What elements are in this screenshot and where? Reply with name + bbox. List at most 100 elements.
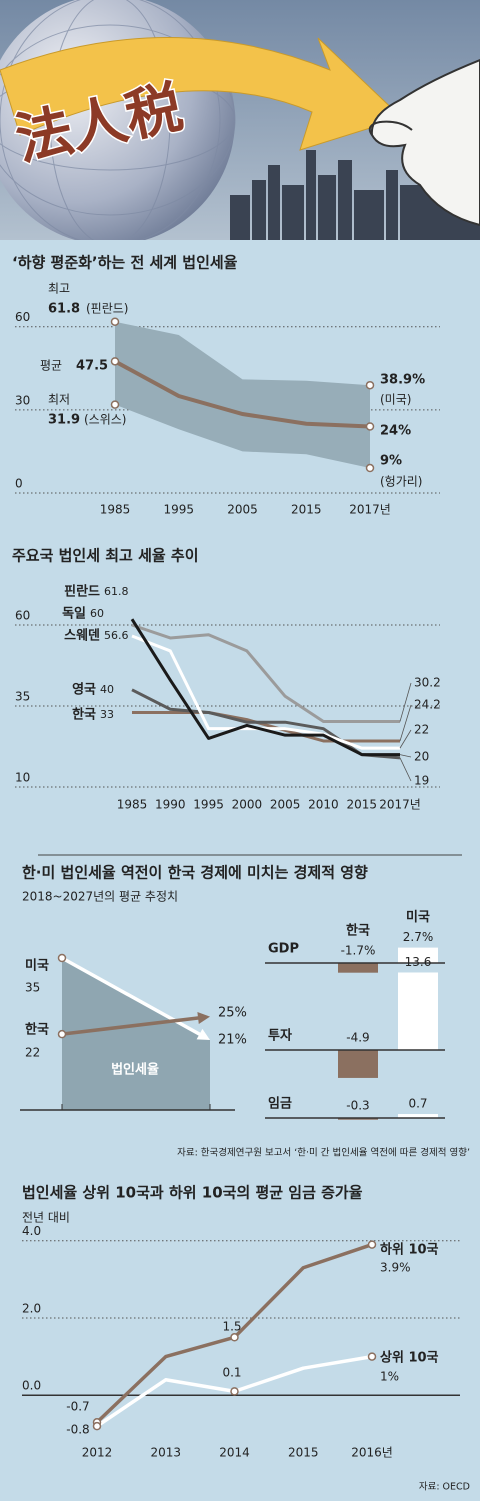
y-tick-label: 10 — [15, 771, 30, 785]
chart-title: ‘하향 평준화’하는 전 세계 법인세율 — [12, 254, 238, 272]
point — [230, 1387, 239, 1396]
series-name: 한국 — [25, 1022, 49, 1038]
data-label: 0.7 — [408, 1097, 427, 1111]
point — [110, 317, 120, 326]
series-line — [131, 623, 400, 724]
annotation: (스위스) — [84, 413, 126, 427]
series-name: 평균 — [40, 359, 62, 373]
data-label: 0.1 — [222, 1366, 241, 1380]
y-tick-label: 30 — [15, 393, 30, 407]
header-illustration: 法人税 — [0, 0, 480, 240]
data-label: -1.7% — [341, 944, 376, 958]
category-label: 투자 — [268, 1029, 292, 1044]
x-tick-label: 2017년 — [379, 798, 421, 812]
series-name: 한국 — [72, 707, 96, 723]
x-tick-label: 2016년 — [351, 1446, 393, 1460]
category-label: GDP — [268, 942, 299, 957]
data-label: 38.9% — [380, 373, 425, 388]
hand — [370, 58, 480, 227]
x-tick-label: 1995 — [163, 503, 194, 517]
data-label: 61.8 — [48, 302, 80, 317]
series-line — [132, 710, 400, 743]
series-name: 핀란드 — [64, 584, 100, 600]
data-label: 56.6 — [104, 629, 129, 642]
data-label: 31.9 — [48, 413, 80, 428]
x-tick-label: 1985 — [100, 503, 131, 517]
chart-title: 한·미 법인세율 역전이 한국 경제에 미치는 경제적 영향 — [22, 864, 368, 882]
series-name: 영국 — [72, 683, 96, 698]
data-label: 40 — [100, 683, 114, 696]
point — [57, 1029, 67, 1039]
chart-subtitle: 2018~2027년의 평균 추정치 — [22, 890, 178, 904]
x-tick-label: 2000 — [232, 798, 263, 812]
bar — [398, 947, 438, 963]
x-tick-label: 1985 — [117, 798, 148, 812]
data-label: -0.7 — [66, 1400, 89, 1414]
x-tick-label: 2010 — [308, 798, 339, 812]
data-label: 30.2 — [414, 676, 441, 690]
range-band — [115, 321, 370, 469]
series-name: 상위 10국 — [380, 1351, 439, 1366]
data-label: 35 — [25, 981, 40, 995]
data-label: 60 — [90, 607, 104, 620]
y-tick-label: 4.0 — [22, 1224, 41, 1238]
series-name: 한국 — [346, 923, 370, 939]
annotation: (핀란드) — [86, 302, 128, 316]
data-label: 22 — [25, 1046, 40, 1060]
data-label: 19 — [414, 774, 429, 788]
data-label: 24% — [380, 424, 411, 439]
series-name: 독일 — [62, 607, 86, 622]
leader-line — [399, 682, 412, 722]
average-line — [114, 359, 371, 429]
data-label: 1.5 — [222, 1320, 241, 1334]
skyline — [230, 150, 480, 240]
leader-line — [399, 757, 412, 782]
bar — [338, 963, 378, 973]
chart-title: 법인세율 상위 10국과 하위 10국의 평균 임금 증가율 — [22, 1184, 363, 1202]
category-label: 임금 — [268, 1097, 292, 1112]
source-note: 자료: 한국경제연구원 보고서 ‘한·미 간 법인세율 역전에 따른 경제적 영… — [177, 1147, 470, 1159]
data-label: 33 — [100, 708, 114, 721]
bar — [338, 1118, 378, 1120]
series-name: 최고 — [48, 282, 70, 296]
point — [365, 422, 375, 431]
series-line — [130, 618, 400, 757]
bar — [398, 972, 438, 1050]
area-label: 법인세율 — [111, 1062, 159, 1078]
x-tick-label: 2005 — [227, 503, 258, 517]
annotation: (헝가리) — [380, 475, 422, 489]
leader-line — [399, 754, 412, 758]
x-tick-label: 2015 — [291, 503, 322, 517]
x-tick-label: 2012 — [82, 1446, 113, 1460]
data-label: 3.9% — [380, 1261, 411, 1275]
data-label: 25% — [218, 1006, 247, 1021]
point — [365, 380, 375, 390]
data-label: 20 — [414, 750, 429, 764]
data-label: 1% — [380, 1370, 399, 1384]
data-label: 2.7% — [403, 930, 434, 944]
arrowhead — [196, 1028, 210, 1040]
point — [110, 400, 120, 409]
x-tick-label: 1995 — [193, 798, 224, 812]
point — [92, 1421, 102, 1431]
point — [367, 1240, 377, 1249]
bar — [338, 1050, 378, 1078]
x-tick-label: 1990 — [155, 798, 186, 812]
slope-line — [61, 1015, 202, 1036]
chart-title: 주요국 법인세 최고 세율 추이 — [12, 547, 199, 565]
point — [110, 357, 120, 366]
y-tick-label: 2.0 — [22, 1301, 41, 1315]
source-note: 자료: OECD — [419, 1482, 470, 1493]
y-tick-label: 35 — [15, 690, 30, 704]
x-tick-label: 2014 — [219, 1446, 250, 1460]
data-label: 9% — [380, 454, 402, 469]
data-label: 47.5 — [76, 359, 108, 374]
x-tick-label: 2005 — [270, 798, 301, 812]
data-label: 13.6 — [405, 955, 432, 969]
annotation: (미국) — [380, 393, 411, 407]
y-tick-label: 0.0 — [22, 1379, 41, 1393]
y-tick-label: 60 — [15, 609, 30, 623]
point — [365, 463, 375, 473]
